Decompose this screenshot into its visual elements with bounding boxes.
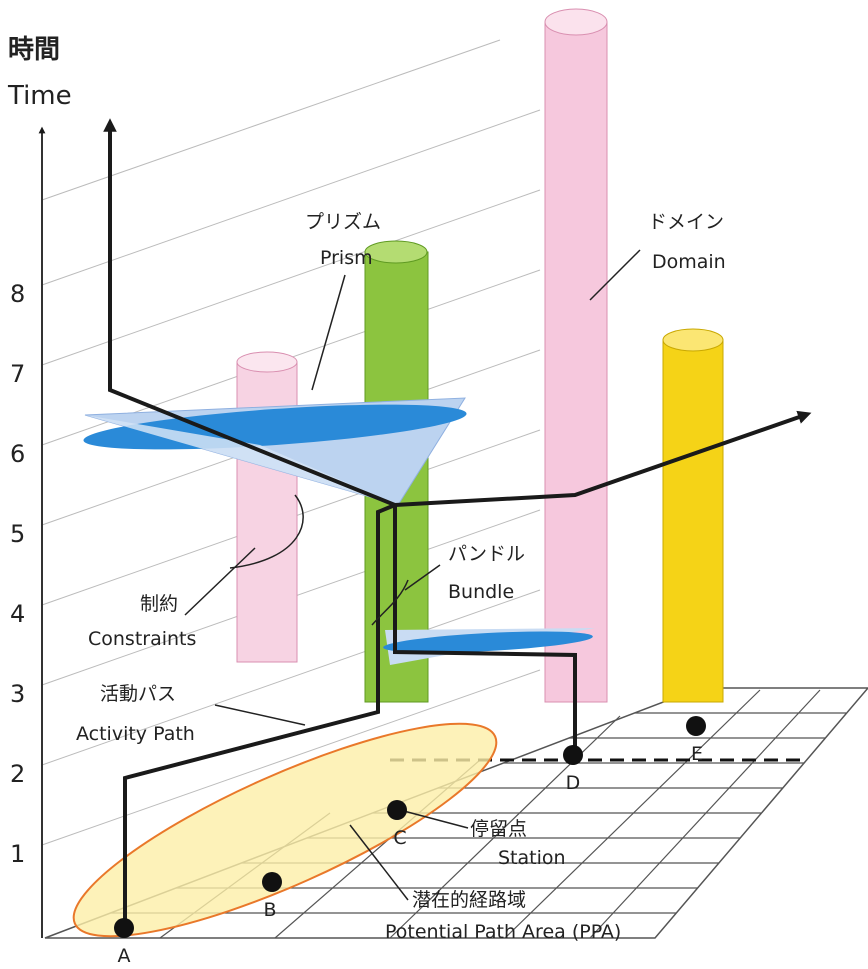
station-point xyxy=(114,918,134,938)
tick-labels: 1 2 3 4 5 6 7 8 xyxy=(10,280,25,868)
leader xyxy=(312,275,345,390)
station-point xyxy=(387,800,407,820)
label-en: Bundle xyxy=(448,581,514,603)
point-label: D xyxy=(566,772,581,794)
point-label: C xyxy=(393,827,406,849)
tick-label: 5 xyxy=(10,520,25,548)
label-ja: プリズム xyxy=(305,211,381,233)
label-en: Potential Path Area (PPA) xyxy=(385,921,621,943)
tick-label: 8 xyxy=(10,280,25,308)
label-en: Constraints xyxy=(88,628,196,650)
station-point xyxy=(563,745,583,765)
constraint-cylinder xyxy=(237,352,297,662)
tick-label: 7 xyxy=(10,360,25,388)
label-en: Activity Path xyxy=(76,723,195,745)
leader xyxy=(215,705,305,725)
label-en: Prism xyxy=(320,247,373,269)
label-ja: ドメイン xyxy=(648,211,724,233)
yellow-cylinder xyxy=(663,329,723,702)
domain-cylinder xyxy=(545,9,607,702)
tick-label: 4 xyxy=(10,600,25,628)
point-label: B xyxy=(263,899,276,921)
label-ja: 潜在的経路域 xyxy=(412,889,526,911)
point-label: E xyxy=(691,743,703,765)
label-ja: パンドル xyxy=(448,543,525,565)
label-ja: 制約 xyxy=(140,593,178,615)
station-point xyxy=(262,872,282,892)
axis-title-ja: 時間 xyxy=(8,35,60,65)
tick-label: 6 xyxy=(10,440,25,468)
tick-label: 3 xyxy=(10,680,25,708)
diagram: 時間 Time 1 2 3 4 5 6 7 8 xyxy=(0,0,868,969)
label-en: Station xyxy=(498,847,566,869)
station-point xyxy=(686,716,706,736)
label-ja: 活動パス xyxy=(100,683,176,705)
label-en: Domain xyxy=(652,251,726,273)
point-label: A xyxy=(118,945,131,967)
tick-label: 1 xyxy=(10,840,25,868)
axis-title-en: Time xyxy=(7,81,72,111)
tick-label: 2 xyxy=(10,760,25,788)
label-ja: 停留点 xyxy=(470,818,527,840)
